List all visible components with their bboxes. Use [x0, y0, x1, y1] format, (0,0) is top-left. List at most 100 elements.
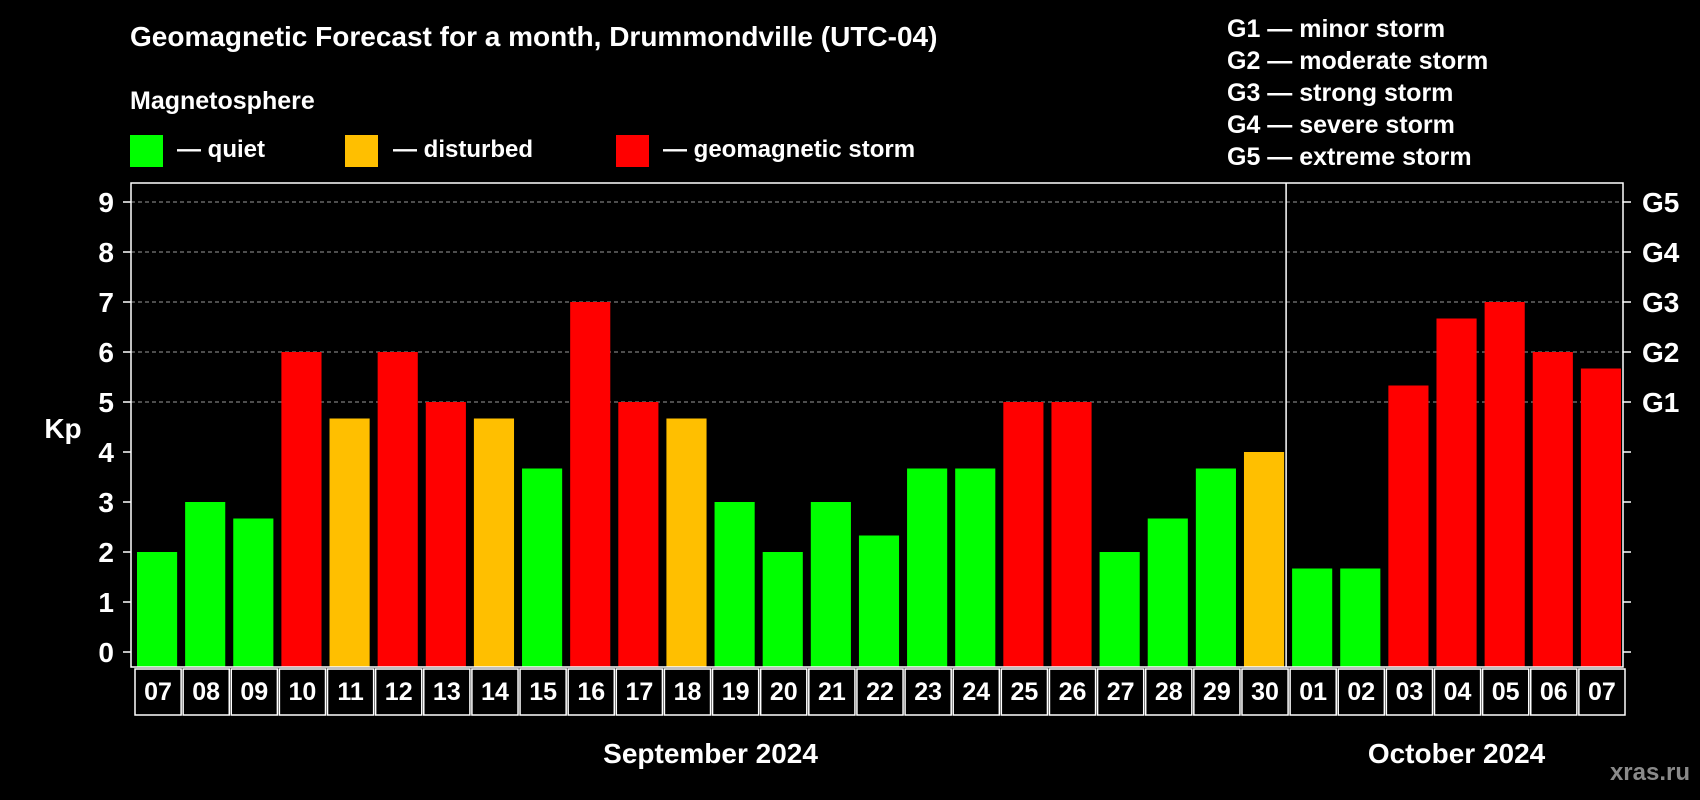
date-cell-16 — [904, 668, 952, 716]
month-label-1: October 2024 — [1368, 738, 1546, 769]
y-tick-label-3: 3 — [98, 487, 114, 518]
date-label-29: 06 — [1540, 678, 1568, 706]
storm-scale-g2: G2 — moderate storm — [1227, 47, 1488, 75]
bar-10 — [618, 402, 659, 667]
date-label-25: 02 — [1347, 678, 1375, 706]
storm-scale-g1: G1 — minor storm — [1227, 15, 1445, 43]
bar-12 — [714, 502, 755, 667]
y-axis-ticks: 0 1 2 3 4 5 6 7 8 9 — [98, 187, 1631, 668]
y-tick-label-2: 2 — [98, 537, 114, 568]
date-label-6: 13 — [433, 678, 461, 706]
bar-25 — [1340, 568, 1381, 667]
storm-scale-g5: G5 — extreme storm — [1227, 143, 1472, 171]
date-cell-12 — [711, 668, 760, 716]
plot-border — [130, 182, 1624, 668]
y-tick-label-0: 0 — [98, 637, 114, 668]
bar-17 — [955, 468, 996, 667]
date-cell-20 — [1096, 668, 1145, 716]
bar-29 — [1532, 352, 1573, 667]
date-cell-13 — [759, 668, 808, 716]
bar-7 — [473, 418, 515, 667]
bar-22 — [1195, 468, 1236, 667]
legend-title: Magnetosphere — [130, 87, 315, 115]
y-axis-label: Kp — [44, 413, 81, 444]
bar-28 — [1484, 302, 1525, 667]
bar-8 — [522, 468, 563, 667]
date-cell-5 — [374, 668, 423, 716]
date-label-5: 12 — [385, 678, 413, 706]
date-cell-19 — [1048, 668, 1097, 716]
legend-swatch-quiet — [130, 135, 163, 167]
date-label-16: 23 — [914, 678, 942, 706]
date-label-15: 22 — [866, 678, 894, 706]
chart-title: Geomagnetic Forecast for a month, Drummo… — [130, 21, 937, 52]
date-cell-3 — [278, 668, 327, 716]
date-label-20: 27 — [1107, 678, 1135, 706]
bar-18 — [1003, 402, 1044, 667]
watermark: xras.ru — [1610, 759, 1690, 786]
legend-label-storm: — geomagnetic storm — [663, 136, 915, 163]
date-label-7: 14 — [481, 678, 509, 706]
date-label-11: 18 — [674, 678, 702, 706]
bar-26 — [1388, 385, 1429, 667]
bar-14 — [810, 502, 851, 667]
date-cell-15 — [856, 668, 904, 716]
y-tick-label-9: 9 — [98, 187, 114, 218]
g-label-g2: G2 — [1642, 337, 1679, 368]
bar-15 — [858, 535, 900, 667]
date-cell-0 — [134, 668, 182, 716]
bar-13 — [762, 552, 803, 667]
date-cell-29 — [1529, 668, 1578, 716]
bar-2 — [233, 518, 274, 667]
date-label-19: 26 — [1059, 678, 1087, 706]
date-cell-4 — [326, 668, 375, 716]
bar-9 — [570, 302, 611, 667]
bar-6 — [425, 402, 466, 667]
y-tick-label-4: 4 — [98, 437, 114, 468]
date-label-27: 04 — [1444, 678, 1472, 706]
bar-27 — [1436, 318, 1477, 667]
date-label-17: 24 — [962, 678, 990, 706]
bar-16 — [907, 468, 948, 667]
legend-swatch-disturbed — [345, 135, 378, 167]
bar-20 — [1099, 552, 1140, 667]
legend-label-quiet: — quiet — [177, 136, 265, 163]
date-cell-23 — [1241, 668, 1289, 716]
bar-30 — [1580, 368, 1621, 667]
date-cell-7 — [471, 668, 519, 716]
date-cell-28 — [1481, 668, 1530, 716]
bar-0 — [137, 552, 178, 667]
x-axis-date-cells: 07 08 09 10 11 12 13 14 15 16 17 18 19 20 21 22 23 24 25 26… — [134, 668, 1626, 716]
date-label-10: 17 — [625, 678, 653, 706]
date-label-3: 10 — [289, 678, 317, 706]
storm-scale-g4: G4 — severe storm — [1227, 111, 1455, 139]
bar-4 — [329, 418, 370, 667]
date-cell-18 — [1000, 668, 1049, 716]
date-cell-11 — [663, 668, 712, 716]
bar-1 — [185, 502, 226, 667]
g-label-g1: G1 — [1642, 387, 1679, 418]
date-cell-2 — [230, 668, 279, 716]
date-label-26: 03 — [1396, 678, 1424, 706]
bar-3 — [281, 352, 322, 667]
bar-5 — [377, 352, 418, 667]
date-cell-1 — [182, 668, 231, 716]
y-tick-label-1: 1 — [98, 587, 114, 618]
date-cell-17 — [952, 668, 1001, 716]
date-label-0: 07 — [144, 678, 172, 706]
date-label-14: 21 — [818, 678, 846, 706]
g-level-labels: G1 G2 G3 G4 G5 — [1642, 187, 1680, 418]
y-tick-label-7: 7 — [98, 287, 114, 318]
date-label-30: 07 — [1588, 678, 1616, 706]
y-tick-label-6: 6 — [98, 337, 114, 368]
date-cell-10 — [615, 668, 664, 716]
date-cell-6 — [423, 668, 471, 716]
date-label-18: 25 — [1010, 678, 1038, 706]
bar-11 — [666, 418, 707, 667]
date-cell-8 — [519, 668, 567, 716]
bar-21 — [1147, 518, 1188, 667]
date-cell-14 — [808, 668, 856, 716]
date-cell-9 — [567, 668, 616, 716]
y-tick-label-5: 5 — [98, 387, 114, 418]
date-label-13: 20 — [770, 678, 798, 706]
